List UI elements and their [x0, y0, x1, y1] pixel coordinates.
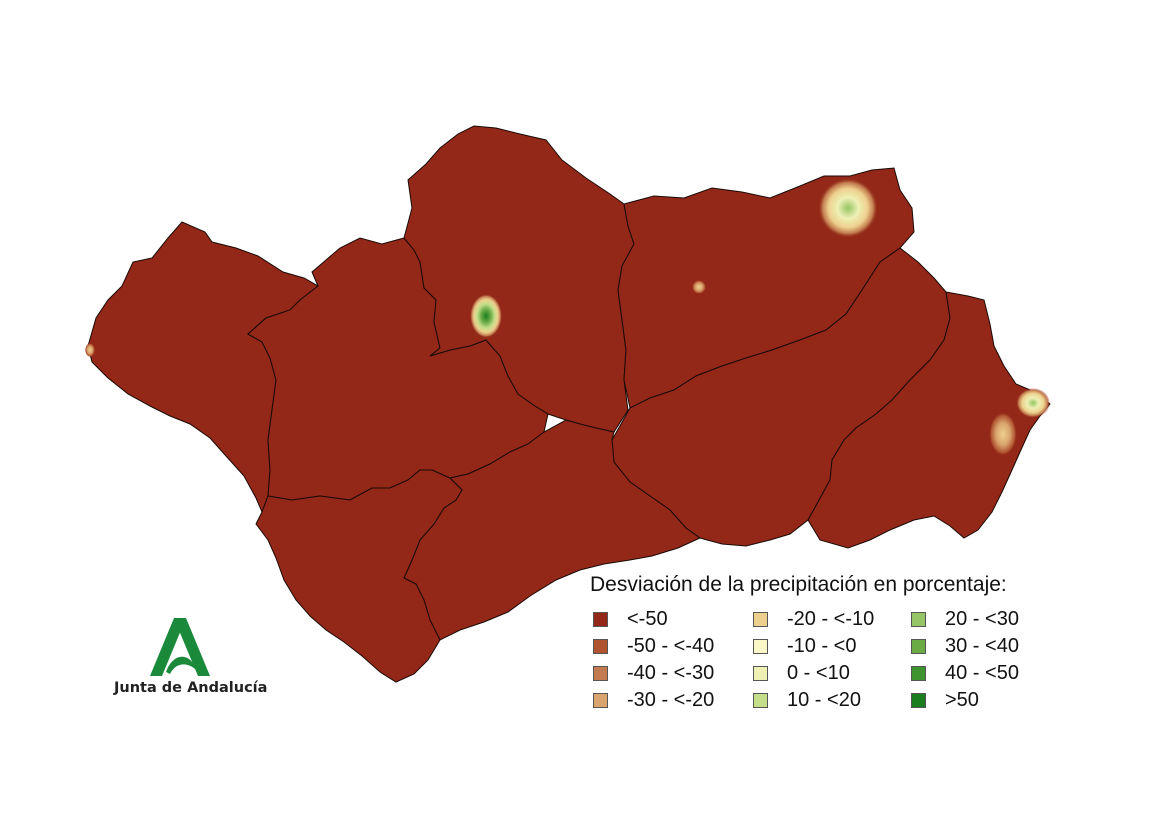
legend-label: -40 - <-30 [627, 662, 715, 684]
legend-swatch [753, 639, 768, 654]
legend-swatch [593, 693, 608, 708]
province-almeria [807, 291, 1051, 549]
legend-grid: <-50 -50 - <-40 -40 - <-30 -30 - <-20 -2… [590, 608, 1150, 711]
anomaly-spot-almeria-east [1016, 388, 1050, 418]
legend-label: 10 - <20 [787, 689, 861, 711]
logo-text: Junta de Andalucía [114, 680, 268, 696]
legend-item: -20 - <-10 [750, 608, 908, 630]
legend-item: -50 - <-40 [590, 635, 750, 657]
legend-item: -10 - <0 [750, 635, 908, 657]
legend-swatch [911, 639, 926, 654]
anomaly-spot-cordoba [470, 294, 502, 338]
legend-label: >50 [945, 689, 979, 711]
legend-item: 10 - <20 [750, 689, 908, 711]
legend-item: 0 - <10 [750, 662, 908, 684]
legend-item: 30 - <40 [908, 635, 1068, 657]
legend-swatch [753, 612, 768, 627]
legend: Desviación de la precipitación en porcen… [590, 573, 1150, 711]
legend-item: 40 - <50 [908, 662, 1068, 684]
legend-swatch [593, 639, 608, 654]
logo-a-curl [166, 656, 196, 674]
legend-label: -20 - <-10 [787, 608, 875, 630]
logo-a-left-stroke [150, 618, 186, 676]
legend-swatch [753, 693, 768, 708]
legend-label: 40 - <50 [945, 662, 1019, 684]
province-cordoba [403, 125, 635, 433]
legend-swatch [911, 693, 926, 708]
legend-swatch [911, 612, 926, 627]
anomaly-spot-huelva-west [85, 343, 95, 357]
anomaly-spot-almeria-coast [989, 412, 1017, 456]
legend-item: >50 [908, 689, 1068, 711]
legend-item: -40 - <-30 [590, 662, 750, 684]
legend-swatch [911, 666, 926, 681]
anomaly-spot-jaen-ne [818, 178, 878, 238]
legend-label: -10 - <0 [787, 635, 857, 657]
legend-label: <-50 [627, 608, 668, 630]
legend-swatch [593, 666, 608, 681]
legend-label: 0 - <10 [787, 662, 850, 684]
legend-item: -30 - <-20 [590, 689, 750, 711]
legend-label: 20 - <30 [945, 608, 1019, 630]
legend-title: Desviación de la precipitación en porcen… [590, 573, 1007, 596]
junta-andalucia-logo-icon [150, 618, 210, 676]
province-cadiz [255, 469, 463, 683]
legend-swatch [753, 666, 768, 681]
legend-item: <-50 [590, 608, 750, 630]
legend-label: 30 - <40 [945, 635, 1019, 657]
legend-label: -30 - <-20 [627, 689, 715, 711]
legend-swatch [593, 612, 608, 627]
logo-a-right-stroke [178, 618, 210, 676]
legend-label: -50 - <-40 [627, 635, 715, 657]
legend-item: 20 - <30 [908, 608, 1068, 630]
anomaly-spot-jaen-center [692, 280, 706, 294]
